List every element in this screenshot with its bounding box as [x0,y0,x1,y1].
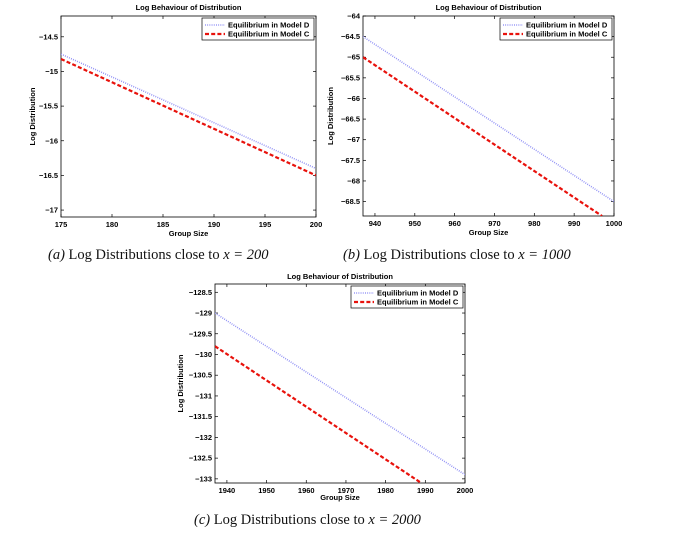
caption-b: (b) Log Distributions close to x = 1000 [343,247,571,264]
caption-c: (c) Log Distributions close to x = 2000 [194,512,421,529]
x-tick-label: 185 [157,220,170,229]
x-tick-label: 190 [208,220,221,229]
series-line-model-c [363,56,603,216]
legend-box [201,17,315,41]
caption-c-text: Log Distributions close to [213,512,369,528]
series-line-model-d [215,312,465,476]
y-tick-label: −17 [45,206,58,215]
y-tick-label: −66 [347,94,360,103]
chart-a-axes-box [60,15,317,218]
x-tick-label: 180 [106,220,119,229]
series-line-model-d [363,35,614,203]
y-tick-label: −131.5 [189,412,212,421]
chart-b-title: Log Behaviour of Distribution [436,3,542,12]
x-tick-label: 1990 [417,486,434,495]
y-tick-label: −16.5 [39,171,58,180]
y-tick-label: −68 [347,176,360,185]
legend-label-model-d: Equilibrium in Model D [377,289,459,298]
x-tick-label: 950 [409,219,422,228]
x-tick-label: 1960 [298,486,315,495]
x-tick-label: 1000 [606,219,623,228]
legend-label-model-c: Equilibrium in Model C [228,30,310,39]
chart-c-axes-box [214,283,466,484]
legend-label-model-c: Equilibrium in Model C [377,298,459,307]
y-tick-label: −65 [347,53,360,62]
y-tick-label: −66.5 [341,115,360,124]
legend-label-model-d: Equilibrium in Model D [228,21,310,30]
y-tick-label: −129.5 [189,329,212,338]
legend-box [499,17,613,41]
x-tick-label: 1970 [338,486,355,495]
caption-a-tag: (a) [48,247,65,263]
y-tick-label: −133 [195,474,212,483]
x-tick-label: 2000 [457,486,474,495]
y-tick-label: −130 [195,350,212,359]
legend-label-model-d: Equilibrium in Model D [526,21,608,30]
y-tick-label: −128.5 [189,288,212,297]
y-tick-label: −131 [195,391,212,400]
x-tick-label: 940 [369,219,382,228]
chart-c-ylabel: Log Distribution [176,354,185,412]
chart-a: 175 180 185 190 195 200 −17 −16.5 −16 −15.5 −15 −14… [28,3,322,238]
chart-c-xlabel: Group Size [320,493,360,502]
x-tick-label: 200 [310,220,323,229]
caption-c-tag: (c) [194,512,211,528]
chart-a-title: Log Behaviour of Distribution [136,3,242,12]
y-tick-label: −132.5 [189,454,212,463]
y-tick-label: −64 [347,12,361,21]
series-line-model-d [61,53,316,170]
chart-a-xlabel: Group Size [169,229,209,238]
caption-a-text: Log Distributions close to [68,247,224,263]
legend-box [350,285,464,309]
chart-c: 1940 1950 1960 1970 1980 1990 2000 −133 −132.5 −1… [176,272,473,502]
y-tick-label: −130.5 [189,371,212,380]
y-tick-label: −68.5 [341,197,360,206]
y-tick-label: −16 [45,136,58,145]
chart-b: 940 950 960 970 980 990 1000 −68.5 −68 −67.5 −67 −6… [326,3,622,237]
series-line-model-c [61,57,316,177]
y-tick-label: −15.5 [39,102,58,111]
chart-b-xlabel: Group Size [469,228,509,237]
legend-label-model-c: Equilibrium in Model C [526,30,608,39]
y-tick-label: −14.5 [39,32,58,41]
x-tick-label: 960 [448,219,461,228]
x-tick-label: 195 [259,220,272,229]
caption-b-tag: (b) [343,247,360,263]
y-tick-label: −15 [45,67,58,76]
x-tick-label: 175 [55,220,68,229]
x-tick-label: 980 [528,219,541,228]
caption-b-math: x = 1000 [518,247,571,263]
y-tick-label: −67 [347,135,360,144]
chart-a-ylabel: Log Distribution [28,87,37,145]
x-tick-label: 1940 [219,486,236,495]
y-tick-label: −65.5 [341,73,360,82]
chart-b-axes-box [362,15,615,217]
chart-c-title: Log Behaviour of Distribution [287,272,393,281]
y-tick-label: −129 [195,309,212,318]
x-tick-label: 1950 [258,486,275,495]
x-tick-label: 970 [488,219,501,228]
caption-c-math: x = 2000 [368,512,421,528]
y-tick-label: −67.5 [341,156,360,165]
caption-b-text: Log Distributions close to [363,247,519,263]
y-tick-label: −64.5 [341,32,360,41]
y-tick-label: −132 [195,433,212,442]
x-tick-label: 990 [568,219,581,228]
caption-a-math: x = 200 [223,247,269,263]
caption-a: (a) Log Distributions close to x = 200 [48,247,268,264]
x-tick-label: 1980 [377,486,394,495]
series-line-model-c [215,345,422,483]
chart-b-ylabel: Log Distribution [326,87,335,145]
